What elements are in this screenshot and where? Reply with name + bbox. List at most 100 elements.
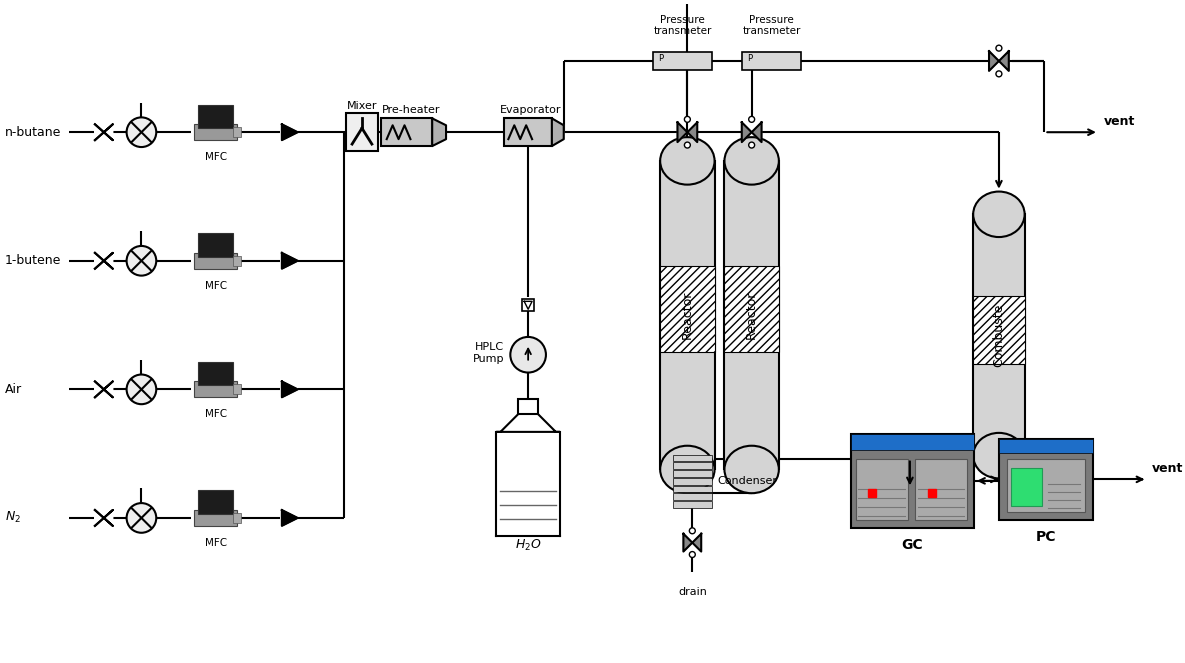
Polygon shape [684,534,692,552]
Text: MFC: MFC [205,538,226,548]
Polygon shape [282,381,297,397]
Polygon shape [552,119,564,146]
Text: P: P [747,54,751,62]
Bar [851,434,974,528]
Bar [856,459,908,520]
Bar [233,513,242,523]
Bar [380,119,433,146]
Text: P: P [658,54,662,62]
Text: Reactor: Reactor [745,291,758,339]
Ellipse shape [724,137,779,184]
Bar [346,113,378,151]
Bar [233,256,242,266]
Bar [194,124,237,140]
Polygon shape [524,302,532,309]
Polygon shape [104,253,113,269]
Polygon shape [95,510,104,526]
Text: Air: Air [5,383,23,396]
Polygon shape [999,51,1008,71]
Polygon shape [95,253,104,269]
Bar [724,161,779,469]
Text: Reactor: Reactor [681,291,694,339]
Text: HPLC
Pump: HPLC Pump [473,342,505,363]
Bar [673,486,712,493]
Polygon shape [282,510,297,526]
Bar [673,462,712,469]
Polygon shape [692,534,702,552]
Polygon shape [95,124,104,140]
Circle shape [127,503,156,533]
Bar [673,470,712,477]
Bar [673,501,712,508]
Text: $N_2$: $N_2$ [5,511,21,526]
Text: PC: PC [1036,530,1056,544]
Bar [724,266,779,352]
Circle shape [995,45,1001,51]
Bar [999,439,1093,453]
Circle shape [511,337,546,373]
Bar [653,52,712,70]
Bar [233,127,242,137]
Polygon shape [687,122,697,142]
Text: 1-butene: 1-butene [5,255,62,267]
Polygon shape [104,124,113,140]
Polygon shape [104,510,113,526]
Circle shape [690,552,696,558]
Bar [660,161,715,469]
Polygon shape [989,51,999,71]
Bar [915,459,967,520]
Bar [523,300,534,311]
Bar [973,214,1025,455]
Text: vent: vent [1103,115,1135,128]
Bar [198,233,233,257]
Polygon shape [497,432,559,536]
Circle shape [685,142,691,148]
Circle shape [127,375,156,404]
Text: vent: vent [1152,462,1184,475]
Bar [1007,459,1085,512]
Bar [742,52,801,70]
Text: Pressure
transmeter: Pressure transmeter [742,15,801,36]
Bar [198,361,233,385]
Text: Pressure
transmeter: Pressure transmeter [653,15,712,36]
Text: n-butane: n-butane [5,126,62,139]
Text: MFC: MFC [205,152,226,162]
Circle shape [690,528,696,534]
Circle shape [995,71,1001,77]
Circle shape [749,142,755,148]
Bar [1011,469,1043,506]
Bar [518,399,538,414]
Circle shape [749,117,755,122]
Bar [999,439,1093,520]
Text: Condenser: Condenser [717,476,777,486]
Bar [198,105,233,128]
Text: Evaporator: Evaporator [500,105,562,115]
Polygon shape [678,122,687,142]
Bar [233,385,242,394]
Polygon shape [282,253,297,269]
Polygon shape [751,122,762,142]
Bar [505,119,552,146]
Bar [194,253,237,269]
Bar [673,478,712,485]
Bar [673,493,712,501]
Bar [673,455,712,461]
Text: Combuste: Combuste [992,303,1005,367]
Ellipse shape [724,446,779,493]
Bar [973,296,1025,364]
Polygon shape [742,122,751,142]
Bar [198,490,233,514]
Ellipse shape [660,446,715,493]
Text: MFC: MFC [205,409,226,419]
Text: drain: drain [678,587,706,597]
Polygon shape [433,119,446,146]
Polygon shape [104,381,113,397]
Polygon shape [95,381,104,397]
Bar [851,434,974,450]
Text: $H_2O$: $H_2O$ [514,538,542,553]
Circle shape [685,117,691,122]
Ellipse shape [660,137,715,184]
Text: Pre-heater: Pre-heater [383,105,441,115]
Text: GC: GC [902,538,923,552]
Circle shape [127,246,156,276]
